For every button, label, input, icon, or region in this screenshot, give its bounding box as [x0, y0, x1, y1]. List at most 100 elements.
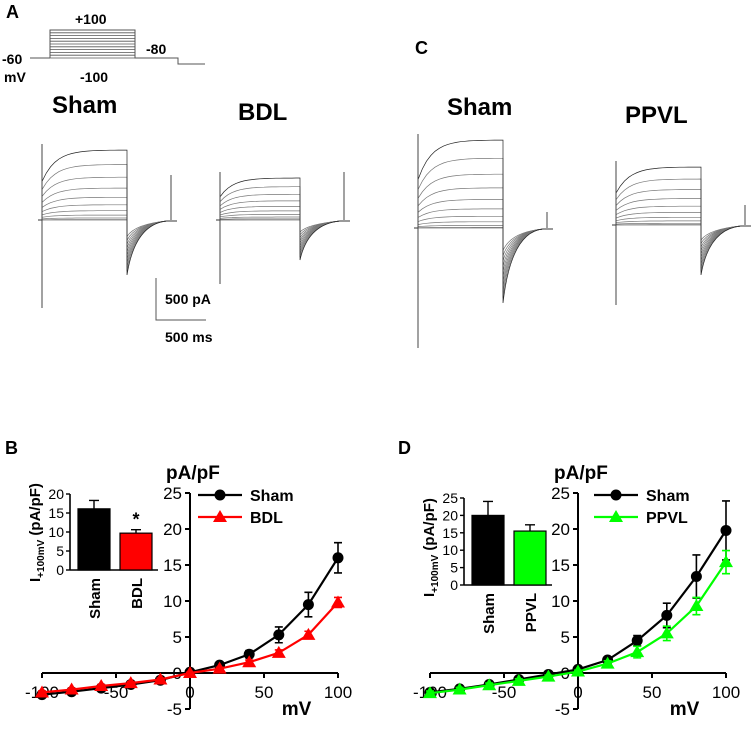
inset-error-bar [483, 500, 493, 516]
x-tick-label: 0 [185, 683, 194, 702]
legend-label-sham: Sham [250, 488, 294, 505]
data-point-bdl [35, 685, 49, 698]
chart-b-iv-sham-bdl: -50510152025-100-50050100pA/pFmVShamBDL0… [25, 463, 352, 720]
y-axis-label: pA/pF [554, 463, 608, 484]
panel-label-c: C [415, 38, 428, 58]
data-point-bdl [212, 661, 227, 674]
data-point-sham [631, 635, 643, 647]
y-tick-label: 10 [163, 592, 182, 611]
data-point-bdl [301, 627, 316, 640]
trace-title-ppvl: PPVL [625, 102, 688, 129]
data-point-ppvl [689, 599, 704, 612]
legend-marker [214, 489, 226, 501]
inset-y-tick-label: 10 [442, 542, 458, 558]
inset-y-tick-label: 15 [48, 505, 64, 521]
data-point-bdl [242, 655, 257, 668]
protocol-top-label: +100 [75, 11, 107, 27]
inset-bar-ppvl [513, 530, 547, 586]
y-tick-label: 15 [551, 556, 570, 575]
data-point-ppvl [659, 626, 674, 639]
protocol-tail-label: -80 [146, 41, 166, 57]
protocol-bottom-label: -100 [80, 69, 108, 85]
inset-y-tick-label: 25 [442, 490, 458, 506]
chart-d-iv-sham-ppvl: -50510152025-100-50050100pA/pFmVShamPPVL… [413, 463, 740, 720]
inset-y-tick-label: 0 [56, 562, 64, 578]
y-tick-label: 0 [173, 664, 182, 683]
data-point-ppvl [511, 673, 526, 686]
scale-bar: 500 pA 500 ms [155, 278, 213, 345]
y-tick-label: 5 [561, 628, 570, 647]
y-tick-label: -5 [167, 700, 182, 719]
inset-error-bar [131, 529, 141, 534]
data-point-ppvl [482, 678, 497, 691]
data-point-bdl [94, 678, 109, 691]
data-point-sham [332, 552, 344, 564]
x-tick-label: 50 [643, 683, 662, 702]
data-point-sham [661, 609, 673, 621]
trace-title-bdl: BDL [238, 99, 287, 126]
y-tick-label: 25 [551, 484, 570, 503]
legend-label-ppvl: PPVL [646, 510, 688, 527]
data-point-ppvl [630, 645, 645, 658]
data-point-bdl [331, 595, 345, 608]
y-tick-label: 10 [551, 592, 570, 611]
current-traces [38, 134, 751, 348]
protocol-holding-label: -60 [2, 51, 22, 67]
inset-error-bar [89, 499, 99, 509]
inset-y-tick-label: 5 [450, 560, 458, 576]
data-point-ppvl [719, 555, 733, 568]
data-point-bdl [271, 645, 286, 658]
data-point-sham [690, 571, 702, 583]
panel-label-d: D [398, 438, 411, 458]
inset-bar-bdl [119, 532, 153, 571]
y-tick-label: 5 [173, 628, 182, 647]
inset-y-tick-label: 20 [48, 486, 64, 502]
y-tick-label: 25 [163, 484, 182, 503]
inset-category-label: BDL [129, 578, 146, 609]
y-tick-label: 15 [163, 556, 182, 575]
inset-y-tick-label: 5 [56, 543, 64, 559]
inset-bar-sham [471, 514, 505, 586]
y-tick-label: -5 [555, 700, 570, 719]
inset-error-bar [525, 524, 535, 532]
legend-marker [213, 510, 227, 522]
inset-y-axis-label: I+100mV (pA/pF) [27, 483, 47, 582]
data-point-bdl [123, 676, 138, 689]
y-axis-label: pA/pF [166, 463, 220, 484]
inset-y-tick-label: 15 [442, 525, 458, 541]
x-tick-label: 50 [255, 683, 274, 702]
inset-y-tick-label: 20 [442, 507, 458, 523]
inset-category-label: Sham [87, 578, 104, 619]
legend-marker [610, 489, 622, 501]
x-axis-label: mV [670, 699, 700, 720]
x-tick-label: -50 [492, 683, 517, 702]
data-point-bdl [64, 682, 79, 695]
voltage-protocol: +100 -100 -60 -80 mV [2, 11, 205, 85]
x-tick-label: 100 [712, 683, 740, 702]
panel-label-a: A [6, 2, 19, 22]
x-tick-label: 0 [573, 683, 582, 702]
inset-y-tick-label: 0 [450, 577, 458, 593]
significance-marker: * [132, 510, 139, 530]
trace-title-sham-c: Sham [447, 94, 512, 121]
legend-marker [609, 510, 623, 522]
data-point-bdl [153, 672, 168, 685]
data-point-ppvl [600, 656, 615, 669]
y-tick-label: 20 [163, 520, 182, 539]
data-point-ppvl [541, 669, 556, 682]
trace-title-sham-a: Sham [52, 92, 117, 119]
x-axis-label: mV [282, 699, 312, 720]
x-tick-label: 100 [324, 683, 352, 702]
data-point-sham [243, 648, 255, 660]
inset-y-tick-label: 10 [48, 524, 64, 540]
inset-category-label: PPVL [523, 593, 540, 632]
data-point-ppvl [423, 686, 437, 699]
legend-label-sham: Sham [646, 488, 690, 505]
panel-label-b: B [5, 438, 18, 458]
data-point-sham [720, 524, 732, 536]
data-point-ppvl [452, 682, 467, 695]
data-point-sham [273, 629, 285, 641]
inset-bar-sham [77, 508, 111, 571]
inset-y-axis-label: I+100mV (pA/pF) [421, 498, 441, 597]
